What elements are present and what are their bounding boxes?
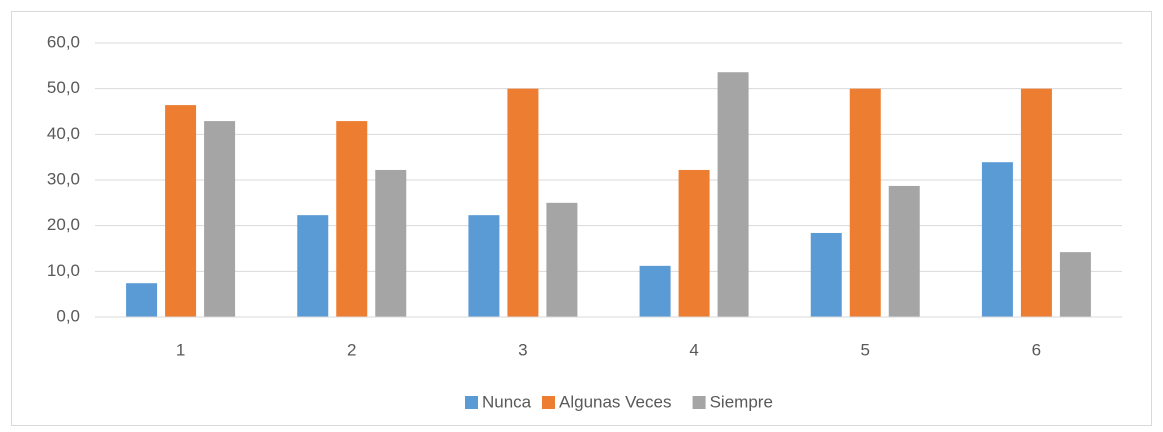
bar bbox=[849, 88, 881, 318]
bar bbox=[678, 169, 710, 317]
bar bbox=[639, 265, 671, 317]
legend-swatch bbox=[542, 396, 555, 409]
y-tick-label: 30,0 bbox=[47, 169, 80, 188]
y-tick-label: 60,0 bbox=[47, 32, 80, 51]
chart-border bbox=[11, 11, 1152, 426]
y-tick-label: 20,0 bbox=[47, 215, 80, 234]
bar bbox=[981, 162, 1013, 317]
legend-swatch bbox=[692, 396, 706, 409]
bar bbox=[717, 72, 749, 317]
x-tick-label: 5 bbox=[861, 340, 870, 359]
bar bbox=[888, 185, 920, 317]
y-tick-label: 40,0 bbox=[47, 124, 80, 143]
x-tick-label: 4 bbox=[689, 340, 698, 359]
bar bbox=[507, 88, 539, 318]
bar bbox=[375, 169, 407, 317]
legend-label: Siempre bbox=[710, 392, 773, 411]
y-tick-label: 0,0 bbox=[56, 306, 80, 325]
bar bbox=[336, 121, 368, 317]
bar bbox=[468, 215, 500, 317]
y-tick-label: 50,0 bbox=[47, 78, 80, 97]
x-tick-label: 1 bbox=[176, 340, 185, 359]
legend-label: Algunas Veces bbox=[559, 392, 671, 411]
bar bbox=[297, 215, 329, 317]
bar bbox=[126, 283, 158, 317]
x-tick-label: 6 bbox=[1032, 340, 1041, 359]
y-tick-label: 10,0 bbox=[47, 261, 80, 280]
bar bbox=[1020, 88, 1052, 318]
bar bbox=[810, 232, 842, 317]
x-tick-label: 2 bbox=[347, 340, 356, 359]
bar bbox=[546, 202, 578, 317]
x-tick-label: 3 bbox=[518, 340, 527, 359]
bar bbox=[1059, 252, 1091, 317]
legend-label: Nunca bbox=[482, 392, 532, 411]
bar bbox=[165, 105, 197, 318]
bar bbox=[204, 121, 236, 317]
legend-swatch bbox=[465, 396, 478, 409]
